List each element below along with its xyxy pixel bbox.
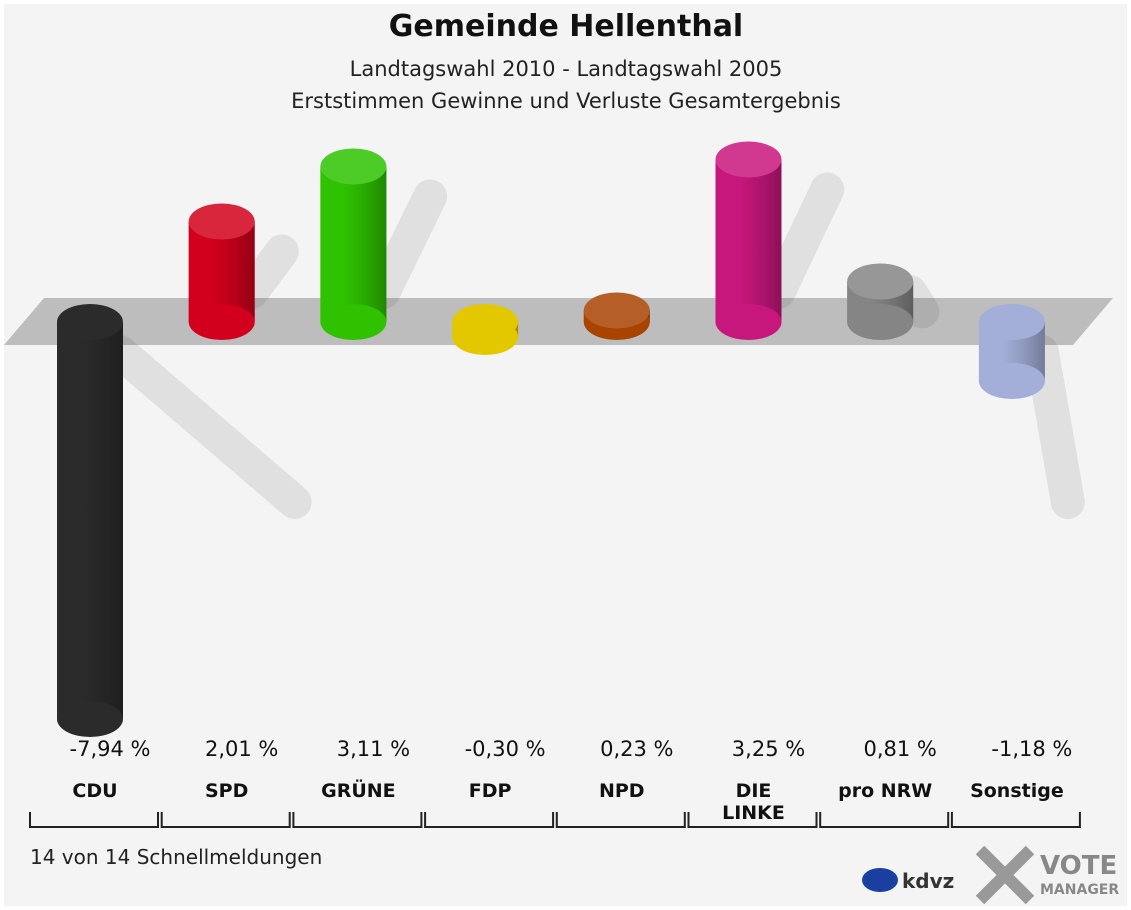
bar-shade [715, 159, 782, 322]
x-tick-label: pro NRW [838, 780, 933, 802]
bar-cap-shade [583, 292, 650, 329]
x-tick-label: GRÜNE [321, 780, 396, 802]
bar-cap [847, 263, 914, 300]
category-bracket [819, 812, 950, 828]
x-tick-label: NPD [598, 780, 645, 802]
logo-icon [975, 845, 1035, 905]
value-label: -0,30 % [465, 737, 546, 761]
bar-cap [583, 292, 650, 329]
logo-text: kdvz [902, 869, 954, 893]
bar-base [847, 304, 914, 340]
bar-shadow [366, 179, 448, 309]
value-label: 3,25 % [732, 737, 805, 761]
bar-shadow [103, 335, 312, 519]
chart-title: Gemeinde Hellenthal [389, 9, 743, 44]
bar-shadow [1024, 335, 1085, 519]
category-bracket [29, 812, 159, 828]
bar-cap [320, 148, 387, 185]
logo-icon [862, 868, 898, 892]
x-tick-label: CDU [72, 780, 118, 802]
bar-cap [57, 701, 123, 737]
x-tick-label: SPD [204, 780, 249, 802]
bar-cap-shade [188, 203, 255, 240]
chart-subtitle: Erststimmen Gewinne und Verluste Gesamte… [291, 89, 841, 113]
bar-base [715, 304, 782, 340]
logo-text: MANAGER [1040, 882, 1119, 898]
bar-cap [452, 319, 519, 355]
category-bracket [424, 812, 555, 828]
bar-cap-shade [320, 148, 387, 185]
logo-text: VOTE [1040, 851, 1117, 881]
chart-subtitle: Landtagswahl 2010 - Landtagswahl 2005 [350, 57, 783, 81]
bar-shade [320, 166, 387, 322]
category-bracket [555, 812, 686, 828]
value-label: 2,01 % [205, 737, 278, 761]
bar-cap [715, 141, 782, 178]
bar-cap-shade [847, 263, 914, 300]
value-label: 0,81 % [864, 737, 937, 761]
bar-base [320, 304, 387, 340]
bar-cap [978, 363, 1045, 399]
category-bracket [160, 812, 291, 828]
bar-cap [188, 203, 255, 240]
category-bracket [687, 812, 818, 828]
category-bracket [950, 812, 1081, 828]
bar-cap-shade [715, 141, 782, 178]
category-bracket [292, 812, 423, 828]
x-tick-label: Sonstige [970, 780, 1064, 802]
bar-shadow [234, 234, 299, 309]
x-tick-label: FDP [468, 780, 512, 802]
value-label: 0,23 % [600, 737, 673, 761]
value-label: 3,11 % [337, 737, 410, 761]
footnote: 14 von 14 Schnellmeldungen [30, 845, 322, 869]
background [4, 4, 1127, 906]
zero-plane [4, 298, 1113, 345]
bar-base [978, 304, 1045, 340]
bar-base [188, 304, 255, 340]
value-label: -7,94 % [70, 737, 151, 761]
x-tick-label: DIE LINKE [722, 780, 785, 824]
bar-shadow [761, 172, 845, 309]
bar-base [57, 304, 123, 340]
bar-shade [57, 322, 123, 719]
value-label: -1,18 % [991, 737, 1072, 761]
